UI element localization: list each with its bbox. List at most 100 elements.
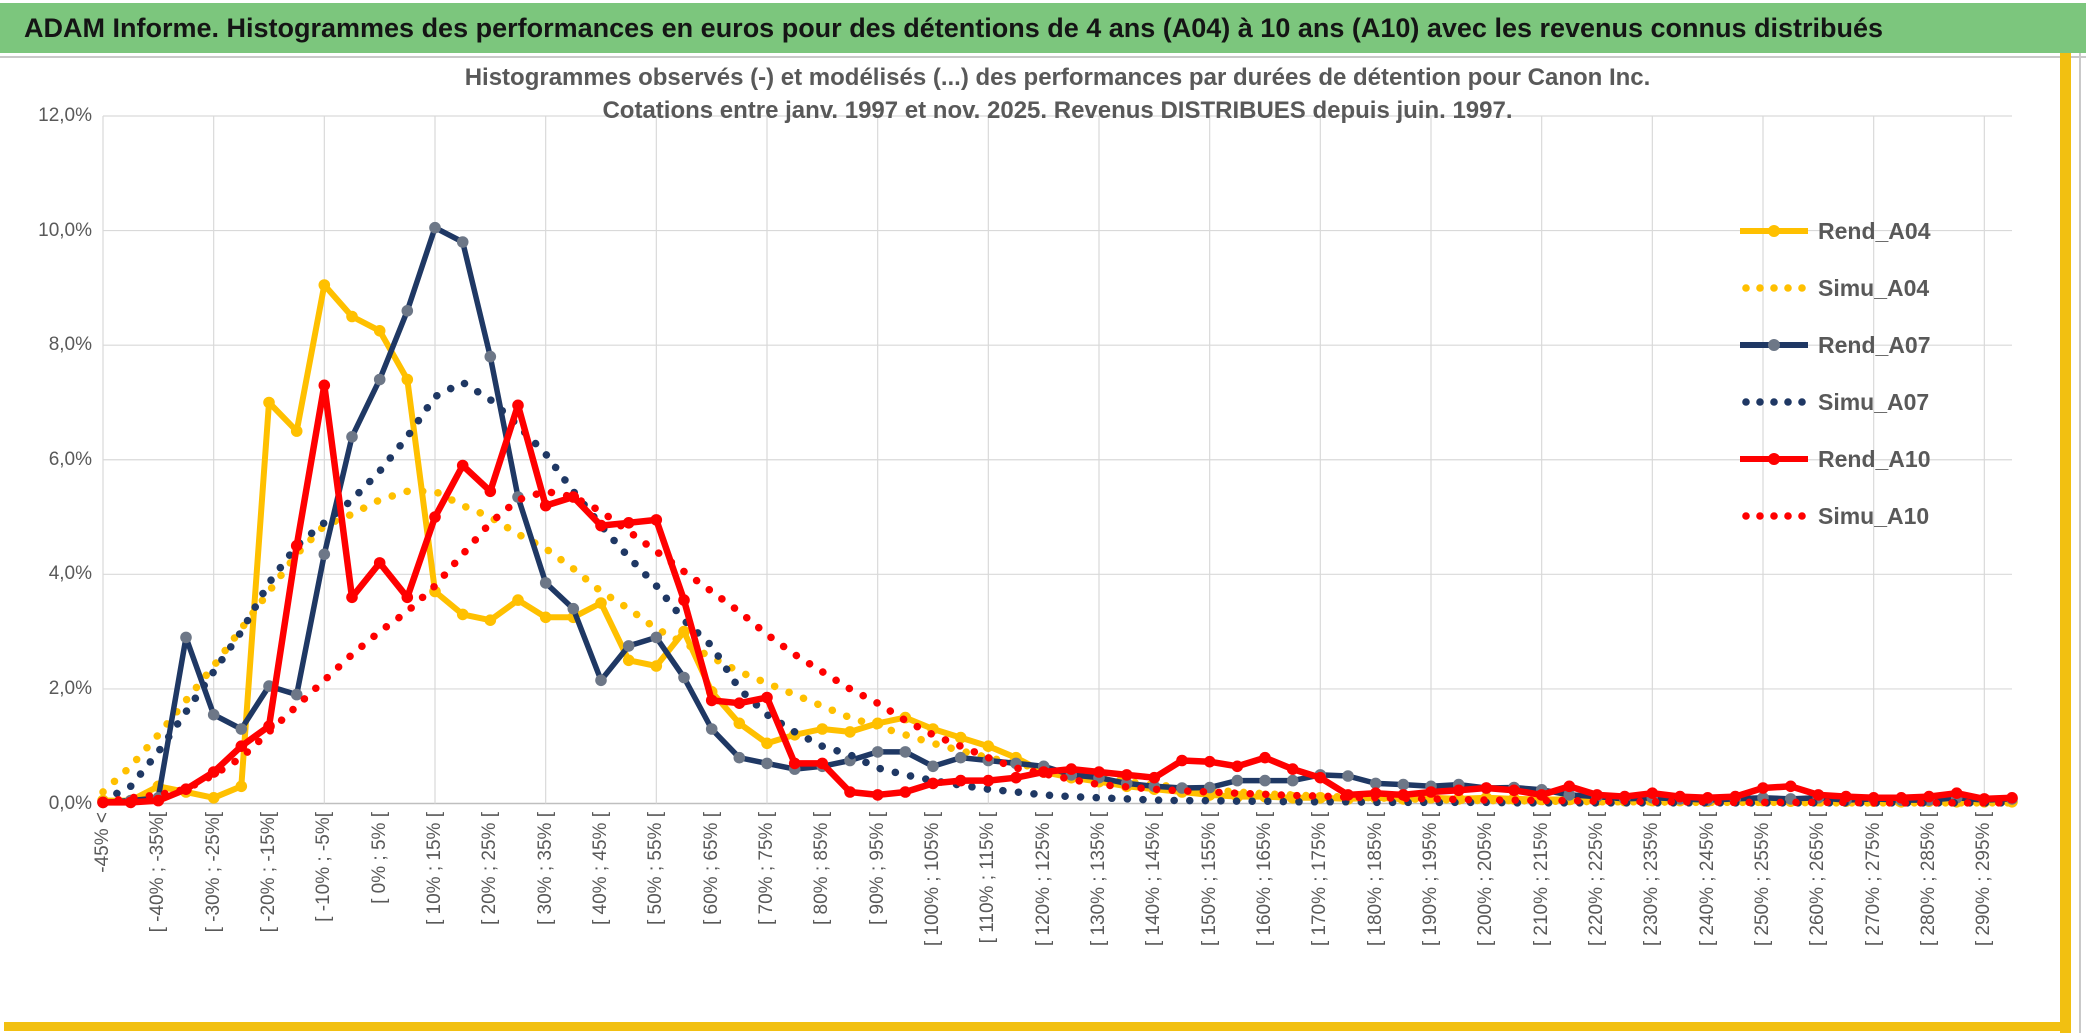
dotted-line-swatch-icon (1742, 398, 1806, 406)
Rend_A04-marker (678, 625, 690, 638)
legend-item-Rend_A04[interactable]: Rend_A04 (1738, 218, 1930, 244)
Rend_A10-marker (844, 786, 856, 798)
Rend_A10-marker (1812, 789, 1825, 801)
Rend_A10-marker (788, 757, 801, 770)
Rend_A10-marker (1950, 787, 1963, 799)
series-Simu_A10[interactable] (99, 487, 2016, 807)
Rend_A04-marker (733, 717, 746, 730)
Rend_A07-marker (954, 751, 967, 764)
Rend_A07-marker (539, 577, 552, 589)
y-axis-tick-label: 10,0% (38, 219, 92, 241)
x-axis-tick-label: [ 60% ; 65% [ (700, 812, 722, 926)
Rend_A10-line[interactable] (103, 382, 2013, 806)
legend-item-Simu_A04[interactable]: Simu_A04 (1738, 275, 1930, 301)
chart-border-bottom (4, 1022, 2071, 1031)
x-axis-tick-label: [ 180% ; 185% [ (1364, 812, 1386, 947)
Rend_A10-marker (1314, 771, 1327, 784)
Rend_A10-marker (1646, 787, 1659, 799)
Rend_A07-marker (761, 757, 773, 770)
series-Rend_A10[interactable] (97, 379, 2018, 809)
legend-item-Rend_A10[interactable]: Rend_A10 (1738, 446, 1930, 472)
Rend_A10-marker (1286, 763, 1299, 775)
solid-line-swatch-icon (1740, 225, 1808, 237)
chart-title-line2: Cotations entre janv. 1997 et nov. 2025.… (602, 97, 1513, 124)
Rend_A10-marker (1259, 751, 1271, 764)
series-Rend_A07[interactable] (97, 221, 2018, 809)
Rend_A04-marker (622, 654, 635, 667)
Rend_A10-marker (1231, 760, 1244, 773)
Rend_A07-marker (290, 688, 303, 701)
x-axis-tick-label: [ 10% ; 15% [ (424, 812, 445, 926)
Rend_A04-marker (844, 726, 856, 738)
Rend_A10-marker (871, 789, 884, 801)
series-Simu_A04[interactable] (99, 487, 2016, 807)
legend-label: Simu_A07 (1818, 388, 1930, 415)
Rend_A10-marker (1757, 782, 1769, 794)
Rend_A10-marker (235, 740, 248, 752)
Rend_A07-marker (429, 221, 441, 234)
Rend_A10-marker (816, 757, 829, 770)
legend-label: Simu_A04 (1818, 274, 1930, 301)
x-axis-tick-label: [ 270% ; 275% [ (1862, 812, 1884, 947)
Rend_A07-marker (373, 373, 386, 386)
Rend_A10-marker (429, 511, 441, 523)
Rend_A04-marker (318, 279, 331, 291)
Rend_A10-marker (152, 794, 165, 807)
Rend_A04-marker (207, 792, 220, 804)
Rend_A07-marker (871, 746, 884, 758)
header-divider (0, 56, 2086, 58)
Rend_A10-marker (1480, 782, 1493, 794)
y-axis-tick-label: 2,0% (48, 677, 92, 699)
Rend_A10-marker (1120, 769, 1133, 781)
legend-item-Simu_A07[interactable]: Simu_A07 (1738, 389, 1930, 415)
legend-item-Rend_A07[interactable]: Rend_A07 (1738, 332, 1930, 358)
Rend_A07-marker (1286, 774, 1299, 787)
x-axis-tick-label: [ 50% ; 55% [ (645, 812, 667, 926)
x-axis-tick-label: [ 250% ; 255% [ (1752, 812, 1773, 947)
Rend_A04-marker (263, 396, 275, 409)
Rend_A04-marker (595, 597, 607, 609)
Rend_A07-marker (927, 760, 939, 773)
Rend_A10-marker (484, 485, 497, 498)
chart-title-line1: Histogrammes observés (-) et modélisés (… (464, 64, 1651, 91)
x-axis-tick-label: [ 100% ; 105% [ (922, 812, 943, 947)
Rend_A10-marker (1093, 766, 1105, 778)
Simu_A07-dotted-line[interactable] (99, 378, 2016, 807)
legend-label: Rend_A10 (1818, 445, 1931, 472)
chart-title: Histogrammes observés (-) et modélisés (… (103, 61, 2012, 127)
Simu_A10-dotted-line[interactable] (99, 487, 2016, 807)
y-axis-tick-label: 8,0% (48, 334, 92, 356)
series-Simu_A07[interactable] (99, 378, 2016, 807)
legend-item-Simu_A10[interactable]: Simu_A10 (1738, 503, 1930, 529)
Rend_A10-marker (539, 499, 552, 512)
Rend_A10-marker (927, 777, 939, 790)
Rend_A07-marker (1342, 770, 1354, 782)
x-axis-tick-label: [ 70% ; 75% [ (756, 812, 777, 926)
window-edge (2079, 53, 2081, 1033)
Rend_A04-marker (484, 614, 497, 626)
Rend_A04-marker (816, 723, 829, 735)
Rend_A10-marker (678, 594, 690, 606)
legend-label: Rend_A04 (1818, 217, 1931, 244)
y-axis-tick-label: 6,0% (48, 448, 92, 470)
Rend_A10-marker (1425, 786, 1437, 798)
Rend_A10-marker (982, 774, 995, 787)
Rend_A10-marker (1065, 763, 1078, 775)
Rend_A10-marker (705, 694, 718, 707)
Rend_A10-marker (1923, 790, 1935, 803)
x-axis-tick-label: -45% < (92, 812, 113, 873)
legend-label: Rend_A07 (1818, 331, 1931, 358)
x-axis-tick-label: [ 0% ; 5% [ (368, 812, 390, 904)
x-axis-tick-label: [ 130% ; 135% [ (1088, 812, 1109, 947)
Rend_A07-line[interactable] (102, 224, 2013, 806)
Rend_A04-marker (235, 780, 248, 793)
Rend_A07-marker (1231, 774, 1244, 787)
Rend_A10-marker (1508, 784, 1520, 797)
x-axis-tick-label: [ 140% ; 145% [ (1143, 812, 1165, 947)
Rend_A10-marker (373, 557, 386, 569)
Rend_A07-marker (705, 723, 718, 735)
Rend_A07-marker (733, 751, 746, 764)
x-axis-tick-label: [ 290% ; 295% [ (1973, 812, 1995, 947)
Simu_A04-dotted-line[interactable] (99, 487, 2016, 807)
Rend_A10-marker (2006, 792, 2018, 804)
